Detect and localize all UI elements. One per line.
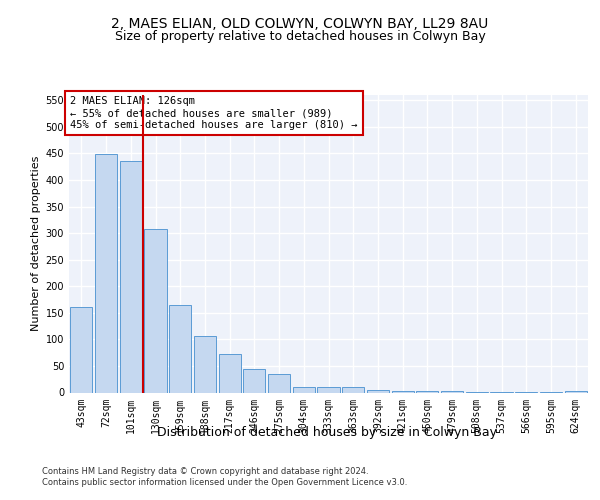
Text: Size of property relative to detached houses in Colwyn Bay: Size of property relative to detached ho… bbox=[115, 30, 485, 43]
Bar bbox=[194, 336, 216, 392]
Y-axis label: Number of detached properties: Number of detached properties bbox=[31, 156, 41, 332]
Bar bbox=[95, 154, 117, 392]
Text: 2, MAES ELIAN, OLD COLWYN, COLWYN BAY, LL29 8AU: 2, MAES ELIAN, OLD COLWYN, COLWYN BAY, L… bbox=[112, 18, 488, 32]
Bar bbox=[70, 307, 92, 392]
Bar bbox=[342, 387, 364, 392]
Bar bbox=[268, 374, 290, 392]
Bar bbox=[218, 354, 241, 393]
Text: 2 MAES ELIAN: 126sqm
← 55% of detached houses are smaller (989)
45% of semi-deta: 2 MAES ELIAN: 126sqm ← 55% of detached h… bbox=[70, 96, 358, 130]
Bar bbox=[367, 390, 389, 392]
Text: Distribution of detached houses by size in Colwyn Bay: Distribution of detached houses by size … bbox=[157, 426, 497, 439]
Bar bbox=[317, 387, 340, 392]
Bar bbox=[293, 387, 315, 392]
Text: Contains HM Land Registry data © Crown copyright and database right 2024.
Contai: Contains HM Land Registry data © Crown c… bbox=[42, 468, 407, 487]
Bar bbox=[119, 162, 142, 392]
Bar bbox=[243, 368, 265, 392]
Bar bbox=[145, 230, 167, 392]
Bar bbox=[169, 305, 191, 392]
Bar bbox=[565, 391, 587, 392]
